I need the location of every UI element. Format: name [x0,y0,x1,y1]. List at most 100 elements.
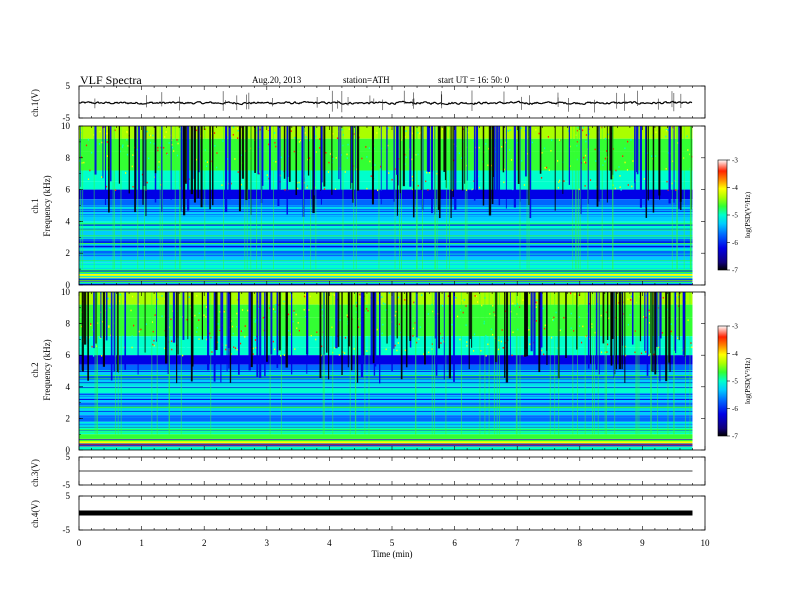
ch2-spectrogram-speckle [492,304,494,307]
ch2-spectrogram-speckle [578,294,580,296]
ch1-spectrogram-sferic [269,126,271,176]
ch1-spectrogram-speckle [308,139,310,142]
ch1-spectrogram-sferic-bright [246,126,248,270]
ch1-spectrogram-sferic [525,126,528,177]
ch2-spectrogram-sferic [533,292,536,360]
ch1-spectrogram-speckle [545,166,548,169]
ch1-spectrogram-sferic-bright [422,126,423,270]
ch2-spectrogram-speckle [102,320,104,323]
ch1-spectrogram-speckle [671,174,673,177]
ch1-spectrogram-stripe [79,210,693,212]
ch2-spectrogram-speckle [366,350,368,352]
ch2-spectrogram-speckle [219,343,221,346]
ch1-spectrogram-speckle [540,176,543,179]
ch2-spectrogram-sferic [631,292,634,345]
ch1-spectrogram-sferic [498,126,501,206]
ch2-spectrogram-speckle [397,296,399,299]
ch2-spectrogram-band [79,292,693,305]
ch1-spectrogram-stripe [79,236,693,238]
ch1-spectrogram-speckle [547,136,550,138]
ch2-spectrogram-speckle [295,313,297,316]
ch2-spectrogram-sferic [307,292,309,362]
ch1-spectrogram-band [79,170,693,182]
ch1-spectrogram-speckle [328,161,330,164]
ch2-spectrogram-speckle [563,316,565,319]
ch2-spectrogram-ytick-label: 6 [66,350,71,360]
ch1-spectrogram-speckle [509,129,511,131]
ch1-spectrogram-speckle [303,181,306,184]
ch1-spectrogram-speckle [391,178,393,181]
ch1-spectrogram-sferic [323,126,326,187]
ch2-spectrogram-speckle [451,323,453,326]
ch1-spectrogram-speckle [570,174,572,177]
ch2-spectrogram-speckle [582,325,584,328]
ch1-spectrogram-speckle [667,184,669,187]
ch2-spectrogram-sferic-bright [368,292,370,435]
ch1-spectrogram-speckle [275,145,277,148]
ch1-spectrogram-speckle [523,184,526,186]
ch2-spectrogram-speckle [196,331,198,333]
ch1-spectrogram-band [79,151,693,171]
ch2-spectrogram-speckle [305,316,307,318]
ch2-spectrogram-speckle [658,346,660,349]
ch2-spectrogram-sferic-bright [592,292,593,435]
ch2-spectrogram-sferic [250,292,253,368]
ch2-spectrogram-sferic-bright [479,292,481,435]
ch1-spectrogram-ytick-label: 0 [66,280,71,290]
start-time-label: start UT = 16: 50: 0 [438,75,510,85]
ch2-spectrogram-sferic [504,292,506,378]
ch1-spectrogram-speckle [487,164,489,167]
ch1-waveform-trace [78,100,693,106]
ch2-spectrogram-speckle [653,353,655,356]
ch2-spectrogram-speckle [170,318,172,321]
ch1-spectrogram-stripe [79,228,693,230]
ch1-spectrogram-speckle [538,132,540,135]
ch1-spectrogram-sferic-bright [112,126,114,270]
ch2-spectrogram-speckle [219,329,221,331]
ch2-spectrogram-speckle [99,321,101,324]
ch2-spectrogram-stripe [79,440,693,442]
ch2-spectrogram-speckle [485,334,487,337]
ch1-spectrogram-speckle [405,130,407,132]
ch1-spectrogram-speckle [348,128,350,130]
ch2-spectrogram-sferic-bright [636,292,638,435]
ch2-spectrogram-speckle [125,349,127,351]
ch1-spectrogram-speckle [666,180,668,183]
ch2-spectrogram-speckle [252,347,254,350]
ch2-spectrogram-speckle [107,297,109,300]
ch1-spectrogram-speckle [585,140,587,143]
ch2-spectrogram-sferic-bright [577,292,578,435]
ch1-spectrogram-speckle [583,156,585,159]
ch2-spectrogram-speckle [624,354,627,357]
ch2-spectrogram-speckle [357,326,360,328]
ch1-spectrogram-speckle [273,132,276,134]
ch2-spectrogram-stripe [79,410,693,412]
ch2-spectrogram-speckle [171,340,173,343]
ch1-spectrogram-stripe [79,242,693,243]
ch1-spectrogram-speckle [471,188,473,191]
ch2-spectrogram-speckle [477,352,479,354]
ch2-spectrogram-speckle [262,316,264,319]
ch1-spectrogram-sferic [352,126,354,203]
ch2-spectrogram-speckle [404,299,406,301]
ch2-spectrogram-sferic [669,292,671,372]
ch1-spectrogram-sferic [380,126,382,205]
ch1-spectrogram-sferic [493,126,494,177]
ch2-spectrogram-sferic-bright [114,292,116,435]
ch1-spectrogram-sferic [568,126,570,185]
ch2-spectrogram-stripe [79,384,693,386]
ch2-spectrogram-sferic [81,292,84,372]
ch1-colorbar-scale [717,159,728,271]
ch2-spectrogram-speckle [423,351,425,354]
ch1-spectrogram-band [79,213,693,222]
ch2-spectrogram-sferic-bright [614,292,616,435]
ch2-spectrogram-speckle [90,324,92,327]
ch1-spectrogram-speckle [620,189,622,191]
ch1-spectrogram-speckle [284,189,286,191]
ch1-spectrogram-sferic [450,126,452,218]
ch1-spectrogram-speckle [98,143,101,145]
ch1-spectrogram-speckle [380,165,382,168]
ch2-colorbar-label: log(PSD(V²/Hz) [744,357,752,404]
ch1-spectrogram-stripe [79,249,693,251]
ch2-spectrogram-speckle [203,314,205,317]
